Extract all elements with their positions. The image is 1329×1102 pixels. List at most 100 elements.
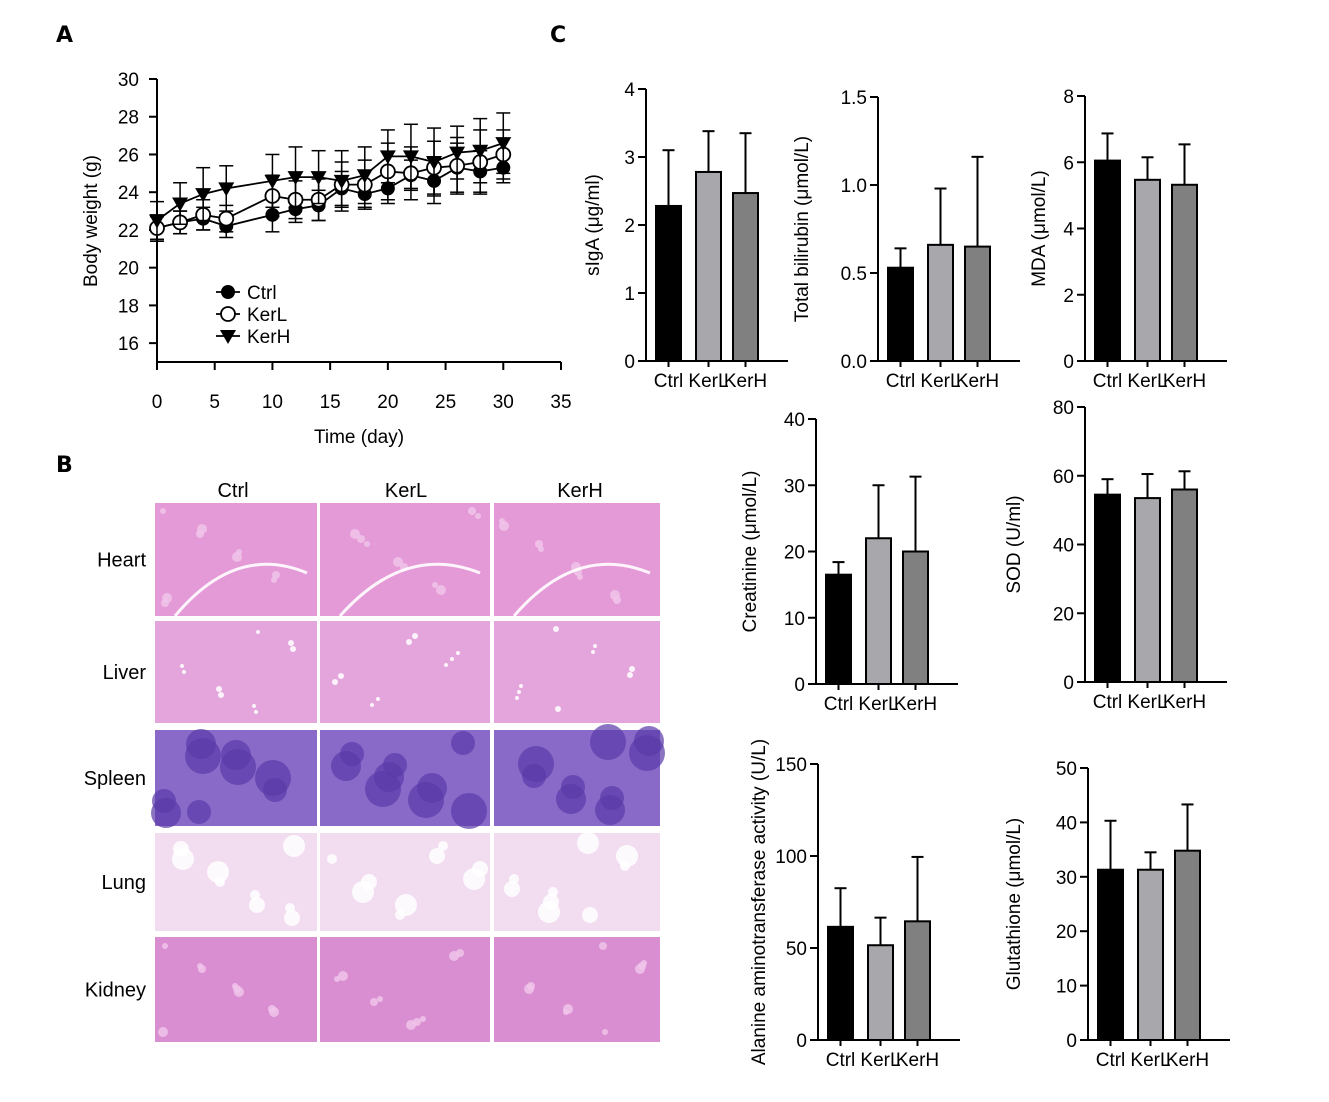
tissue-texture bbox=[182, 670, 186, 674]
tissue-texture bbox=[284, 910, 300, 926]
y-tick-label: 0 bbox=[624, 352, 635, 373]
histology-image-kidney-kerh bbox=[494, 937, 660, 1042]
tissue-texture bbox=[187, 800, 211, 824]
y-tick-label: 60 bbox=[1053, 467, 1074, 488]
x-tick-label: 30 bbox=[493, 392, 514, 413]
bar-kerh bbox=[1171, 488, 1198, 683]
x-tick-label: Ctrl bbox=[886, 371, 916, 392]
tissue-texture bbox=[252, 704, 256, 708]
data-point bbox=[333, 174, 350, 189]
y-tick-label: 150 bbox=[775, 755, 807, 776]
tissue-texture bbox=[629, 735, 665, 771]
y-tick-label: 22 bbox=[118, 221, 139, 242]
data-point bbox=[218, 182, 235, 197]
histology-row-label: Kidney bbox=[85, 980, 146, 1002]
bar-kerl bbox=[1137, 868, 1164, 1042]
tissue-background bbox=[494, 503, 660, 616]
tissue-vessel bbox=[338, 562, 481, 617]
y-tick-label: 80 bbox=[1053, 398, 1074, 419]
histology-grid: Ctrl KerL KerH Heart Liver Spleen Lung Kidney bbox=[84, 480, 665, 1042]
tissue-texture bbox=[436, 585, 446, 595]
histology-image-liver-kerh bbox=[494, 621, 660, 723]
tissue-texture bbox=[172, 848, 194, 870]
tissue-texture bbox=[535, 540, 543, 548]
bar-ctrl bbox=[1094, 159, 1121, 362]
data-point bbox=[449, 146, 466, 161]
tissue-texture bbox=[158, 1027, 168, 1037]
data-point bbox=[195, 188, 212, 203]
tissue-texture bbox=[524, 984, 534, 994]
tissue-texture bbox=[269, 1007, 279, 1017]
legend-marker bbox=[220, 330, 236, 344]
x-tick-label: KerH bbox=[1163, 371, 1206, 392]
tissue-texture bbox=[620, 861, 630, 871]
y-tick-label: 30 bbox=[118, 70, 139, 91]
y-tick-label: 0.5 bbox=[841, 264, 867, 285]
x-tick-label: KerH bbox=[1166, 1050, 1209, 1071]
y-tick-label: 28 bbox=[118, 108, 139, 129]
bar-kerl bbox=[927, 243, 954, 362]
y-tick-label: 40 bbox=[784, 410, 805, 431]
tissue-texture bbox=[451, 793, 487, 829]
tissue-texture bbox=[593, 644, 597, 648]
x-tick-label: KerL bbox=[688, 371, 728, 392]
tissue-background bbox=[155, 621, 317, 723]
tissue-texture bbox=[463, 868, 485, 890]
histology-column-label: Ctrl bbox=[217, 480, 248, 502]
histology-image-lung-kerl bbox=[320, 833, 490, 931]
y-tick-label: 1.0 bbox=[841, 176, 867, 197]
histology-image-spleen-ctrl bbox=[151, 729, 317, 828]
x-tick-label: 25 bbox=[435, 392, 456, 413]
tissue-texture bbox=[331, 751, 361, 781]
y-tick-label: 0.0 bbox=[841, 352, 867, 373]
tissue-background bbox=[320, 937, 490, 1042]
y-tick-label: 30 bbox=[1056, 868, 1077, 889]
x-tick-label: KerL bbox=[920, 371, 960, 392]
tissue-texture bbox=[408, 782, 444, 818]
y-tick-label: 0 bbox=[1063, 352, 1074, 373]
tissue-vessel bbox=[173, 562, 308, 617]
y-axis-title: Body weight (g) bbox=[81, 155, 102, 287]
bar-ctrl bbox=[655, 204, 682, 362]
histology-column-label: KerL bbox=[385, 480, 427, 502]
tissue-background bbox=[494, 833, 660, 931]
bar-kerh bbox=[902, 550, 929, 685]
bar-kerh bbox=[1174, 849, 1201, 1041]
x-tick-label: KerL bbox=[860, 1050, 900, 1071]
x-axis-title: Time (day) bbox=[314, 427, 404, 448]
tissue-texture bbox=[162, 593, 172, 603]
histology-image-liver-kerl bbox=[320, 621, 490, 723]
tissue-texture bbox=[395, 910, 405, 920]
tissue-texture bbox=[151, 798, 181, 828]
tissue-texture bbox=[553, 626, 559, 632]
y-tick-label: 0 bbox=[1066, 1031, 1077, 1052]
tissue-texture bbox=[332, 679, 338, 685]
panel-label-c: C bbox=[550, 23, 566, 48]
tissue-texture bbox=[599, 942, 607, 950]
tissue-texture bbox=[162, 943, 168, 949]
y-tick-label: 50 bbox=[786, 939, 807, 960]
y-axis-title: Alanine aminotransferase activity (U/L) bbox=[749, 739, 770, 1065]
tissue-texture bbox=[602, 1029, 608, 1035]
histology-image-heart-ctrl bbox=[155, 503, 317, 617]
tissue-texture bbox=[629, 666, 635, 672]
data-point bbox=[264, 174, 281, 189]
x-tick-label: KerL bbox=[1127, 692, 1167, 713]
x-tick-label: Ctrl bbox=[824, 694, 854, 715]
tissue-texture bbox=[412, 633, 418, 639]
tissue-texture bbox=[207, 861, 229, 883]
bar-ctrl bbox=[1097, 868, 1124, 1042]
y-tick-label: 10 bbox=[1056, 977, 1077, 998]
tissue-texture bbox=[338, 673, 344, 679]
data-point bbox=[149, 214, 165, 229]
tissue-texture bbox=[590, 724, 626, 760]
histology-image-lung-ctrl bbox=[155, 833, 317, 931]
tissue-texture bbox=[160, 508, 166, 514]
tissue-texture bbox=[627, 672, 633, 678]
y-tick-label: 1.5 bbox=[841, 88, 867, 109]
